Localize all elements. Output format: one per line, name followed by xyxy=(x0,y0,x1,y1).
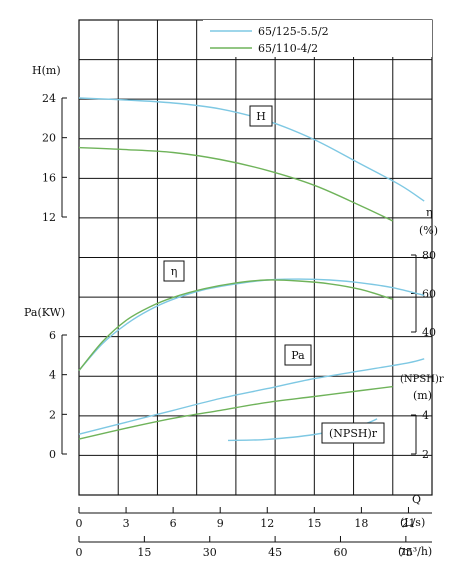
head-curve-tag: H xyxy=(256,110,266,123)
flow-ls-tick-label: 3 xyxy=(123,517,130,530)
flow-ls-tick-label: 12 xyxy=(260,517,274,530)
flow-m3h-tick-label: 75 xyxy=(399,546,413,559)
power-curve-tag: Pa xyxy=(291,349,305,362)
flow-m3h-tick-label: 45 xyxy=(268,546,282,559)
head-tick-label: 24 xyxy=(42,92,56,105)
power-tick-label: 4 xyxy=(49,369,56,382)
npsh-tick-label: 2 xyxy=(422,448,429,461)
flow-m3h-tick-label: 30 xyxy=(203,546,217,559)
npsh-curve-tag: (NPSH)r xyxy=(329,427,378,440)
head-tick-label: 20 xyxy=(42,132,56,145)
efficiency-axis-unit: (%) xyxy=(419,224,438,237)
power-axis-title: Pa(KW) xyxy=(24,306,65,319)
efficiency-tick-label: 60 xyxy=(422,288,436,301)
curve-tags: Hη Pa (NPSH)r xyxy=(163,105,385,444)
flow-ls-tick-label: 0 xyxy=(76,517,83,530)
flow-m3h-unit: (m³/h) xyxy=(398,545,432,558)
power-curve-65-125-5-5-2 xyxy=(78,358,425,435)
flow-m3h-tick-label: 60 xyxy=(333,546,347,559)
flow-ls-tick-label: 18 xyxy=(354,517,368,530)
legend-label: 65/110-4/2 xyxy=(258,42,318,55)
chart-legend: 65/125-5.5/2 65/110-4/2 xyxy=(203,20,432,57)
npsh-tick-label: 4 xyxy=(422,409,429,422)
power-tick-label: 6 xyxy=(49,329,56,342)
efficiency-curve-tag: η xyxy=(171,265,178,278)
flow-axis-title: Q xyxy=(412,493,421,506)
efficiency-tick-label: 40 xyxy=(422,326,436,339)
head-axis-title: H(m) xyxy=(32,64,61,77)
legend-background xyxy=(203,20,432,57)
head-curve-tag-box xyxy=(249,105,273,127)
efficiency-tick-label: 80 xyxy=(422,249,436,262)
power-curve-65-110-4-2 xyxy=(78,385,393,440)
chart-curves xyxy=(78,97,425,442)
flow-ls-tick-label: 6 xyxy=(170,517,177,530)
flow-ls-tick-label: 15 xyxy=(307,517,321,530)
power-curve-tag-box xyxy=(284,344,312,366)
npsh-axis-title: (NPSH)r xyxy=(400,374,444,385)
efficiency-axis-symbol: η xyxy=(426,206,433,219)
flow-m3h-tick-label: 0 xyxy=(76,546,83,559)
head-tick-label: 16 xyxy=(42,171,56,184)
flow-m3h-tick-label: 15 xyxy=(137,546,151,559)
efficiency-curve-65-125-5-5-2 xyxy=(78,278,425,371)
head-curve-65-110-4-2 xyxy=(78,146,394,222)
head-tick-label: 12 xyxy=(42,211,56,224)
flow-ls-unit: (L/s) xyxy=(400,516,425,529)
efficiency-curve-65-110-4-2 xyxy=(78,279,394,371)
flow-ls-tick-label: 21 xyxy=(401,517,415,530)
power-tick-label: 0 xyxy=(49,448,56,461)
chart-grid xyxy=(78,19,433,496)
power-tick-label: 2 xyxy=(49,408,56,421)
flow-ls-tick-label: 9 xyxy=(217,517,224,530)
npsh-axis-unit: (m) xyxy=(413,389,432,402)
efficiency-curve-tag-box xyxy=(163,260,185,282)
legend-label: 65/125-5.5/2 xyxy=(258,25,329,38)
npsh-curve-tag-box xyxy=(321,422,385,444)
